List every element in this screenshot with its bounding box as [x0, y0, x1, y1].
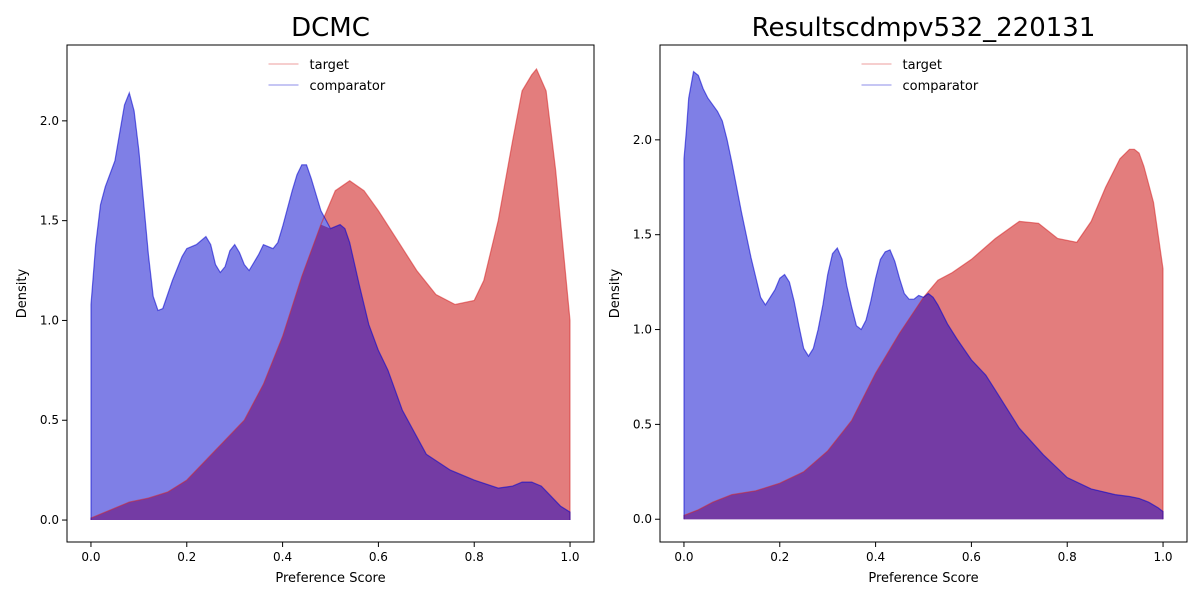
overlap-area: [684, 293, 1163, 520]
line-target: [683, 148, 1164, 520]
x-tick-label: 0.6: [962, 550, 981, 564]
y-tick-label: 1.0: [40, 313, 59, 327]
density-panel-dcmc: 0.0 0.2 0.4 0.6 0.8 1.0 0.0 0.5 1.0 1.5 2.0 DCMC Pre…: [15, 13, 595, 586]
y-tick-label: 1.5: [633, 228, 652, 242]
density-panel-resultscdmpv532: 0.0 0.2 0.4 0.6 0.8 1.0 0.0 0.5 1.0 1.5 2.0 Results…: [608, 13, 1188, 586]
x-tick-label: 0.2: [177, 550, 196, 564]
axes-frame: [66, 44, 595, 543]
y-tick-label: 0.0: [40, 513, 59, 527]
x-tick-label: 0.0: [674, 550, 693, 564]
axes-frame: [659, 44, 1188, 543]
y-tick-label: 2.0: [633, 133, 652, 147]
legend-label-target: target: [310, 58, 350, 73]
y-tick-label: 0.5: [40, 413, 59, 427]
y-tick-label: 0.5: [633, 417, 652, 431]
y-axis-label: Density: [608, 268, 623, 318]
y-axis-label: Density: [15, 268, 30, 318]
y-tick-label: 1.0: [633, 323, 652, 337]
x-tick-label: 1.0: [560, 550, 579, 564]
x-axis-label: Preference Score: [868, 571, 978, 586]
x-tick-label: 0.4: [273, 550, 292, 564]
line-comparator: [90, 90, 571, 520]
x-axis-label: Preference Score: [275, 571, 385, 586]
y-tick-label: 1.5: [40, 214, 59, 228]
y-tick-label: 0.0: [633, 512, 652, 526]
x-tick-label: 0.4: [866, 550, 885, 564]
legend-label-comparator: comparator: [903, 79, 979, 94]
legend-label-comparator: comparator: [310, 79, 386, 94]
chart-title: DCMC: [291, 13, 370, 43]
chart-title: Resultscdmpv532_220131: [752, 13, 1096, 43]
x-tick-label: 0.0: [81, 550, 100, 564]
line-comparator: [683, 70, 1164, 520]
y-tick-label: 2.0: [40, 114, 59, 128]
x-tick-label: 0.8: [465, 550, 484, 564]
overlap-area: [91, 224, 570, 520]
x-tick-label: 0.6: [369, 550, 388, 564]
x-tick-label: 1.0: [1153, 550, 1172, 564]
x-tick-label: 0.8: [1058, 550, 1077, 564]
area-comparator: [684, 71, 1163, 520]
legend-label-target: target: [903, 58, 943, 73]
x-tick-label: 0.2: [770, 550, 789, 564]
line-target: [90, 67, 571, 520]
